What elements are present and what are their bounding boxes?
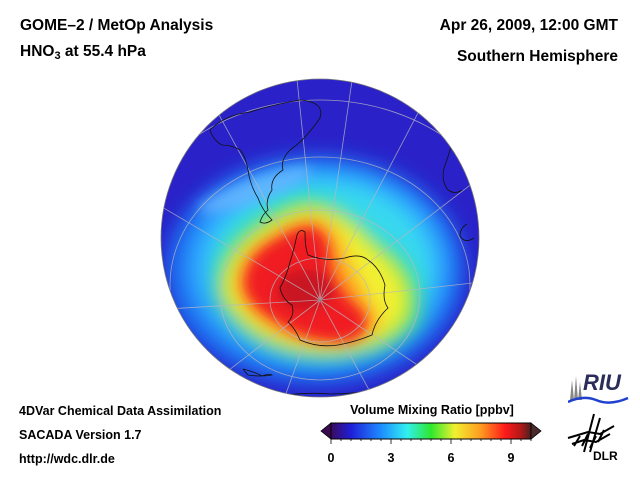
datetime: Apr 26, 2009, 12:00 GMT — [439, 17, 618, 34]
coast-antarctica — [279, 230, 389, 347]
region-label: Southern Hemisphere — [456, 48, 618, 65]
footer-method: 4DVar Chemical Data Assimilation — [19, 404, 222, 418]
south-pole-marker — [318, 298, 322, 302]
footer-version: SACADA Version 1.7 — [19, 428, 142, 442]
coast-australia — [459, 223, 475, 241]
field-stripe-light — [198, 166, 312, 214]
footer-url[interactable]: http://wdc.dlr.de — [19, 452, 115, 466]
colorbar-tick-label: 6 — [447, 451, 455, 465]
title-species-level: HNO3 at 55.4 hPa — [20, 43, 146, 62]
dlr-logo — [567, 413, 615, 453]
cathedral-icon — [570, 376, 582, 400]
colorbar-tick-label: 9 — [507, 451, 515, 465]
dlr-logo-text: DLR — [593, 449, 618, 463]
dlr-wing-icon — [567, 413, 615, 453]
colorbar — [320, 422, 542, 444]
title-line1: GOME–2 / MetOp Analysis — [20, 17, 214, 34]
species-subscript: 3 — [54, 50, 61, 62]
riu-logo-text: RIU — [583, 370, 621, 395]
river-wave-icon — [568, 396, 629, 404]
colorbar-tick-label: 3 — [387, 451, 395, 465]
colorbar-ticks — [330, 439, 532, 444]
pressure-level: at 55.4 hPa — [64, 43, 146, 60]
coast-south-america — [209, 99, 322, 224]
colorbar-title: Volume Mixing Ratio [ppbv] — [350, 403, 514, 417]
riu-logo — [568, 376, 629, 404]
colorbar-gradient — [330, 422, 532, 440]
species: HNO — [20, 43, 55, 60]
colorbar-max-arrow — [530, 422, 542, 440]
globe-outline — [160, 78, 480, 398]
colorbar-min-arrow — [320, 422, 332, 440]
coast-new-zealand — [242, 368, 273, 377]
colorbar-tick-label: 0 — [327, 451, 335, 465]
